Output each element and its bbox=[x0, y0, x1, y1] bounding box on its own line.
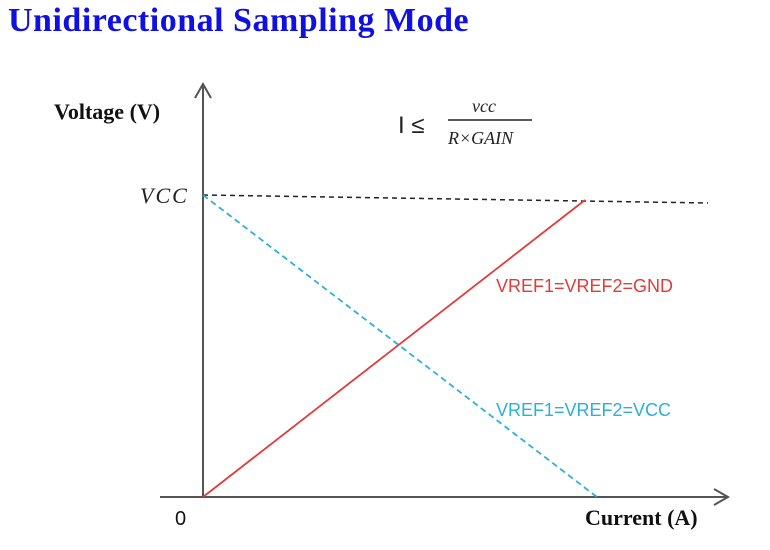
x-axis-label: Current (A) bbox=[585, 505, 698, 530]
gnd-reference-line bbox=[202, 199, 586, 498]
origin-label: 0 bbox=[175, 508, 186, 530]
vcc-label: VCC bbox=[140, 183, 189, 208]
y-axis-arrow bbox=[194, 81, 212, 99]
y-axis-label: Voltage (V) bbox=[54, 99, 160, 124]
formula-lhs: I ≤ bbox=[398, 112, 425, 139]
vcc-line-label: VREF1=VREF2=VCC bbox=[496, 400, 671, 420]
gnd-line-label: VREF1=VREF2=GND bbox=[496, 276, 673, 296]
x-axis-arrow bbox=[713, 488, 731, 506]
formula-denominator: R×GAIN bbox=[447, 128, 514, 148]
vcc-reference-descending-line bbox=[202, 194, 598, 498]
diagram-title: Unidirectional Sampling Mode bbox=[8, 2, 470, 39]
formula-numerator: vcc bbox=[472, 96, 496, 116]
vcc-reference-line bbox=[202, 194, 709, 204]
